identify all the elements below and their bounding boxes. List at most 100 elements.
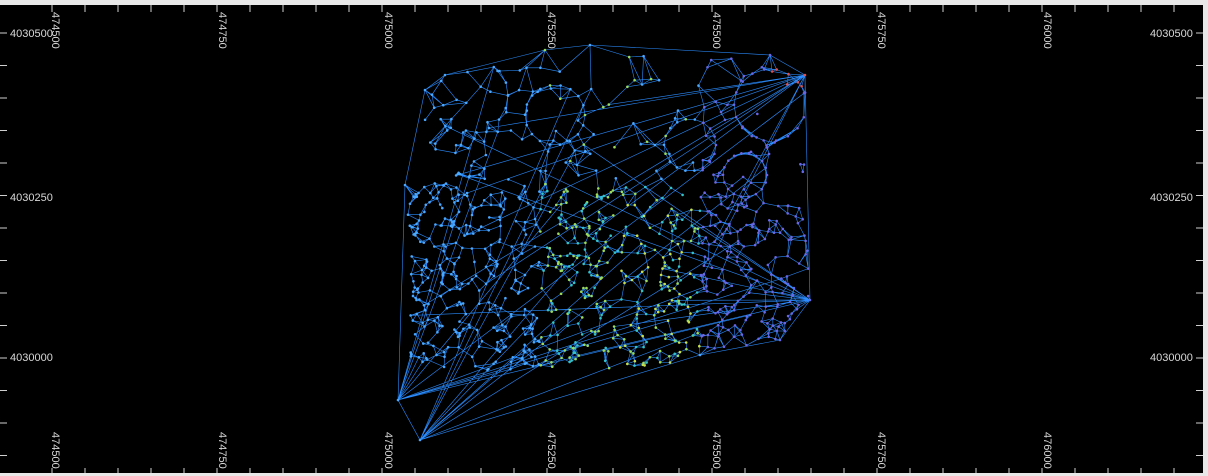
mesh-node xyxy=(577,174,580,177)
mesh-node xyxy=(712,173,715,176)
mesh-node xyxy=(583,343,586,347)
mesh-node xyxy=(765,173,769,177)
mesh-node xyxy=(567,311,571,314)
mesh-node xyxy=(587,256,591,260)
mesh-node xyxy=(522,313,526,317)
mesh-node xyxy=(768,327,771,331)
x-label-top-5: 475500 xyxy=(710,12,722,49)
mesh-node xyxy=(693,118,697,121)
mesh-node xyxy=(775,68,778,71)
mesh-node xyxy=(655,198,658,202)
mesh-node xyxy=(680,251,683,254)
mesh-node xyxy=(642,345,645,349)
mesh-node xyxy=(679,279,682,282)
mesh-node xyxy=(504,197,507,200)
mesh-node xyxy=(731,200,734,204)
mesh-node xyxy=(455,286,459,289)
mesh-node xyxy=(566,324,569,328)
mesh-node xyxy=(705,277,708,281)
mesh-node xyxy=(541,192,544,195)
mesh-node xyxy=(726,255,729,259)
mesh-node xyxy=(412,280,415,283)
mesh-node xyxy=(496,262,499,266)
mesh-node xyxy=(484,282,488,286)
mesh-node xyxy=(599,277,602,281)
mesh-node xyxy=(765,144,768,147)
mesh-node xyxy=(589,152,592,156)
mesh-node xyxy=(714,100,717,103)
mesh-node xyxy=(554,308,558,312)
mesh-node xyxy=(689,312,692,315)
mesh-node xyxy=(555,349,559,353)
mesh-node xyxy=(662,310,666,313)
mesh-node xyxy=(653,313,656,317)
mesh-node xyxy=(497,118,501,121)
mesh-node xyxy=(727,223,731,227)
x-label-bottom-5: 475500 xyxy=(710,432,722,469)
mesh-node xyxy=(632,352,635,355)
mesh-node xyxy=(472,160,476,163)
mesh-node xyxy=(693,169,696,172)
mesh-node xyxy=(643,244,647,248)
mesh-node xyxy=(452,223,456,226)
mesh-node xyxy=(739,328,742,332)
mesh-node xyxy=(457,210,461,214)
mesh-node xyxy=(547,255,550,259)
mesh-node xyxy=(511,356,515,359)
mesh-node xyxy=(721,318,724,322)
mesh-node xyxy=(487,367,490,371)
mesh-node xyxy=(582,286,585,290)
mesh-node xyxy=(689,239,693,243)
mesh-node xyxy=(454,174,458,177)
mesh-node xyxy=(514,278,517,282)
mesh-node xyxy=(492,326,495,329)
mesh-node xyxy=(701,241,704,245)
mesh-node xyxy=(630,278,634,282)
mesh-triangulation xyxy=(397,44,811,441)
mesh-node xyxy=(693,227,697,230)
mesh-node xyxy=(532,206,535,209)
mesh-node xyxy=(421,360,424,364)
mesh-node xyxy=(482,199,486,202)
mesh-node xyxy=(801,170,805,174)
mesh-node xyxy=(495,265,499,268)
mesh-node xyxy=(722,279,726,283)
mesh-node xyxy=(648,226,652,230)
mesh-node xyxy=(500,191,504,194)
mesh-node xyxy=(702,333,705,337)
mesh-node xyxy=(444,124,447,128)
mesh-node xyxy=(703,105,706,109)
mesh-node xyxy=(676,282,679,285)
mesh-node xyxy=(760,66,764,69)
mesh-node xyxy=(467,146,470,150)
mesh-node xyxy=(670,299,674,302)
mesh-node xyxy=(756,112,759,116)
mesh-node xyxy=(549,299,553,303)
mesh-node xyxy=(496,340,499,344)
mesh-node xyxy=(548,84,552,87)
mesh-node xyxy=(698,353,702,357)
mesh-node xyxy=(695,291,699,294)
mesh-node xyxy=(790,235,793,239)
mesh-node xyxy=(757,231,760,235)
mesh-node xyxy=(492,274,496,278)
mesh-node xyxy=(764,305,768,308)
mesh-node xyxy=(414,296,418,300)
mesh-node xyxy=(706,345,710,349)
mesh-node xyxy=(645,279,648,283)
mesh-node xyxy=(676,121,679,124)
mesh-node xyxy=(533,245,537,248)
mesh-node xyxy=(523,350,527,354)
mesh-node xyxy=(632,122,635,125)
mesh-node xyxy=(676,242,680,246)
mesh-node xyxy=(581,124,585,127)
mesh-node xyxy=(426,341,430,345)
mesh-node xyxy=(396,398,400,402)
mesh-node xyxy=(741,175,745,179)
mesh-node xyxy=(543,48,547,52)
mesh-node xyxy=(659,284,663,287)
mesh-node xyxy=(644,312,648,316)
mesh-node xyxy=(719,220,722,223)
